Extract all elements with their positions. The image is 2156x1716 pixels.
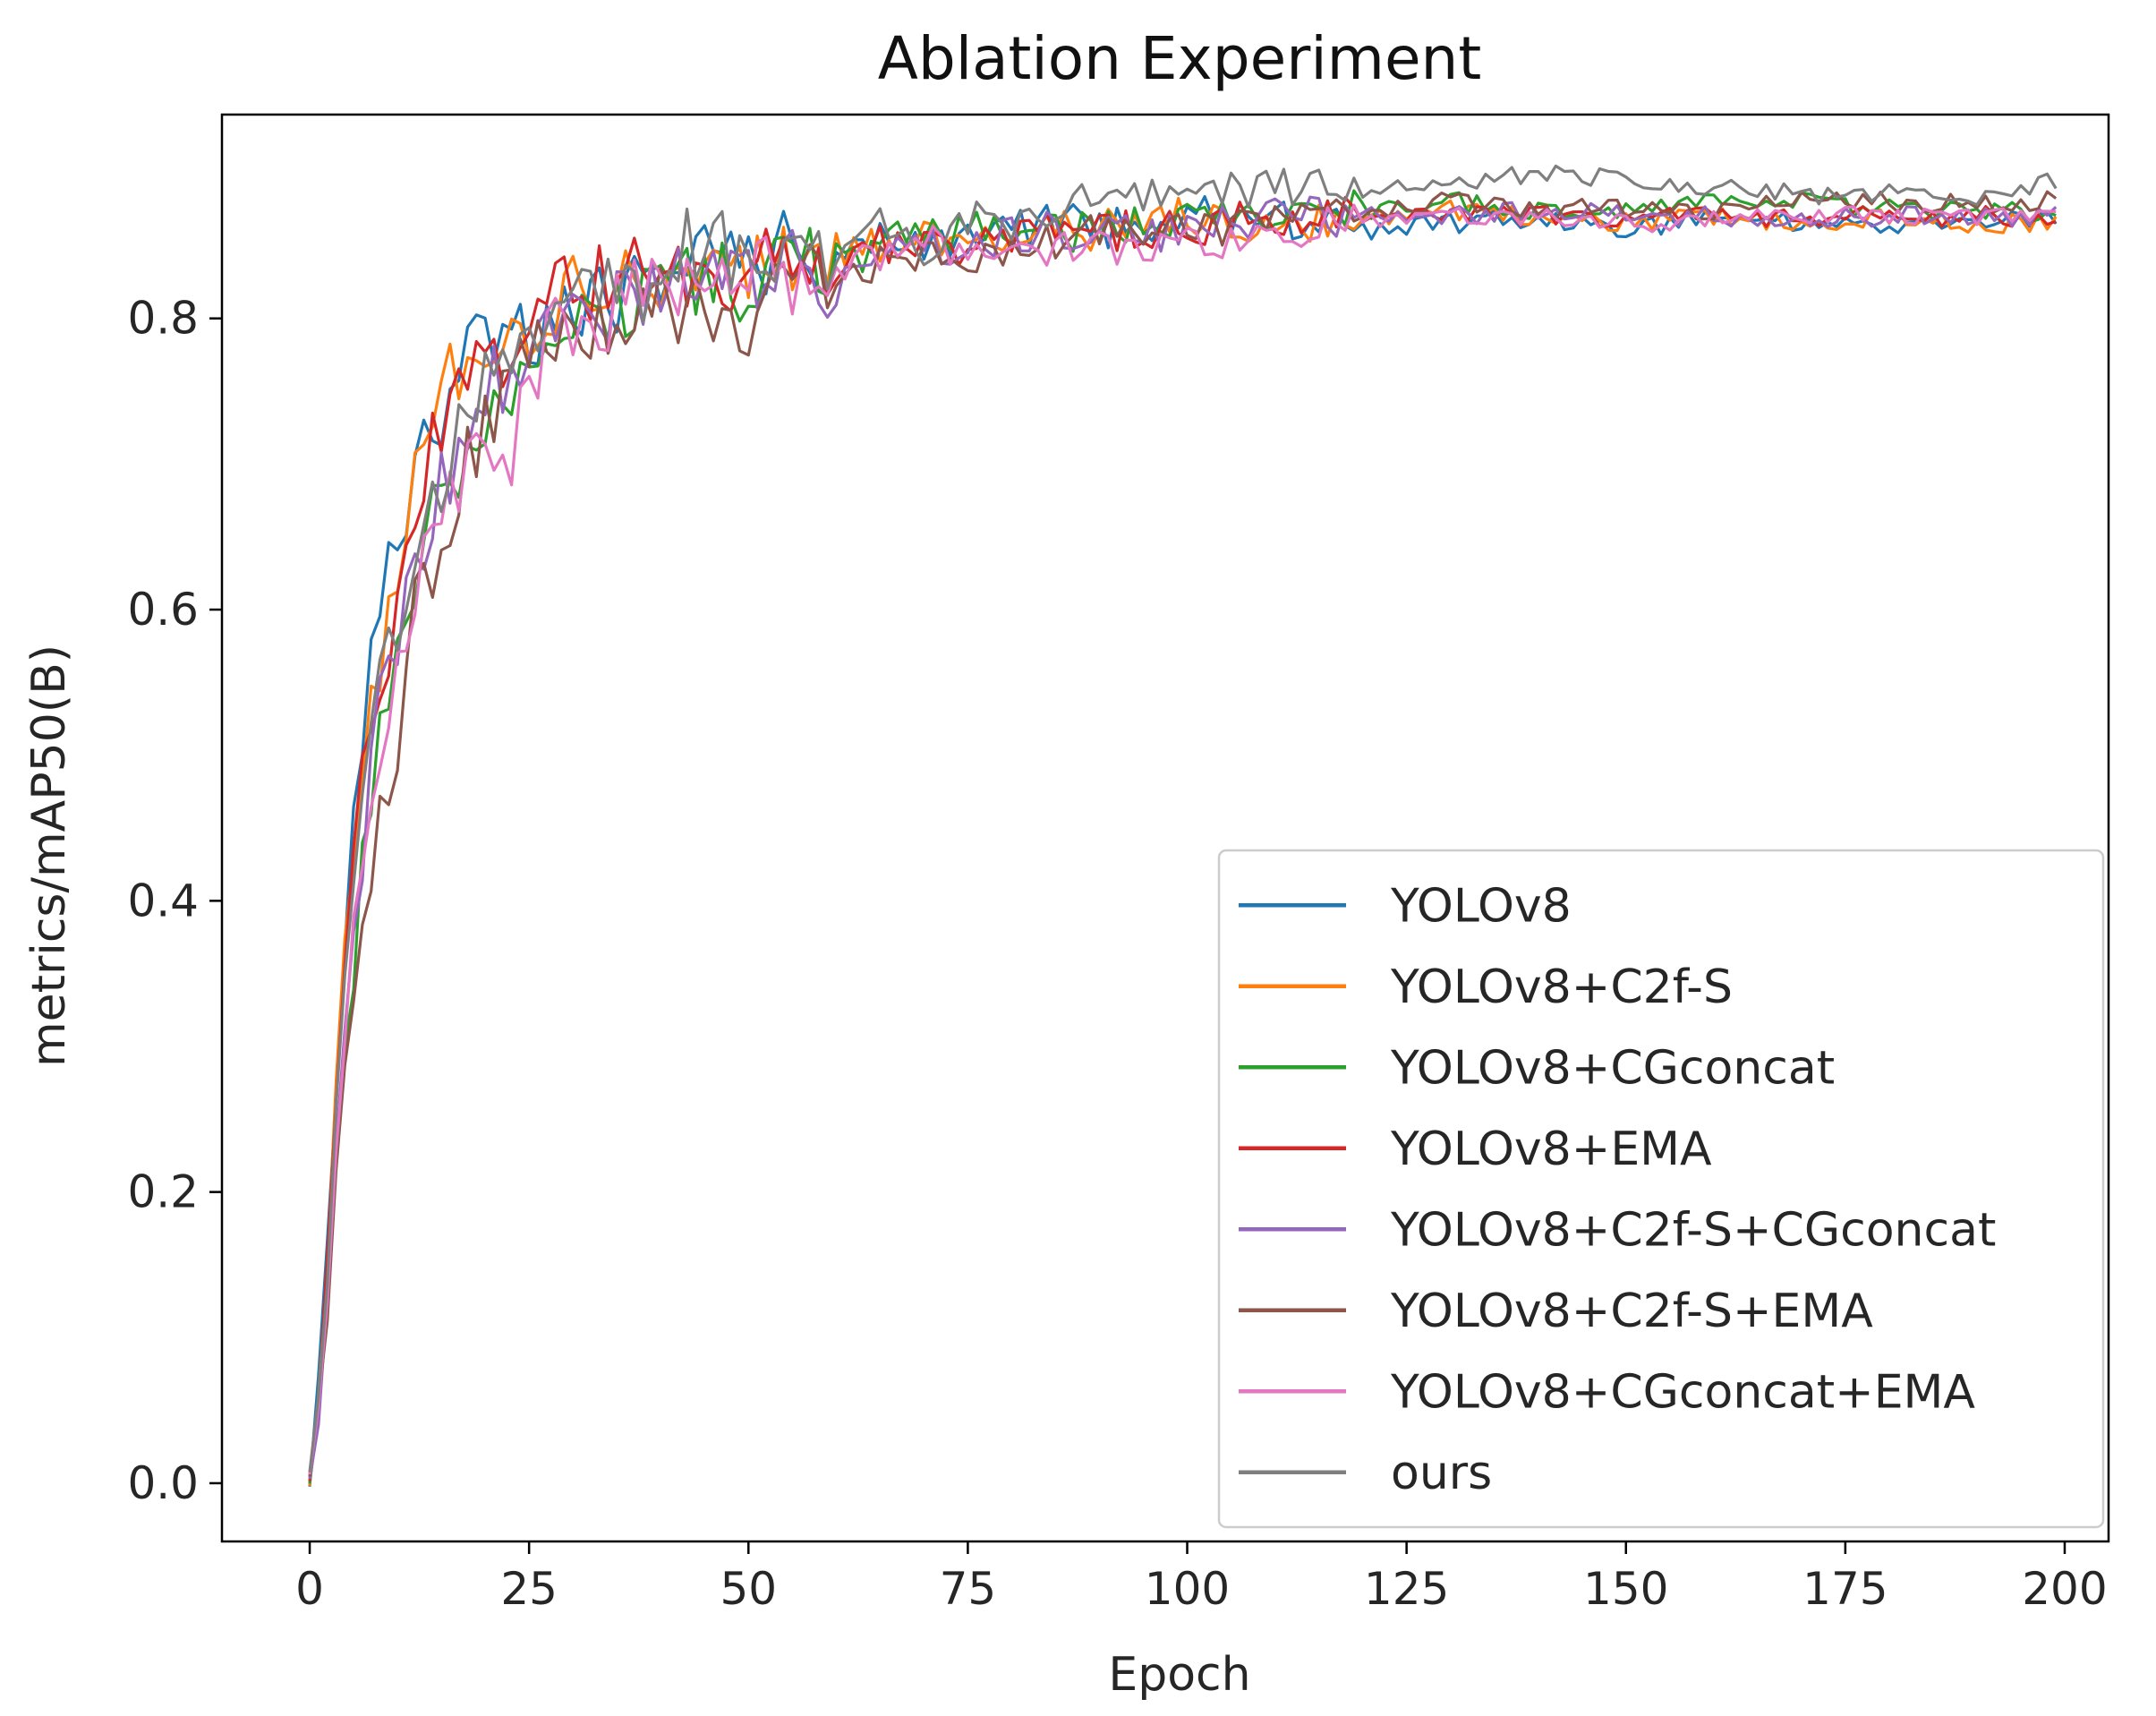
y-axis-title: metrics/mAP50(B)	[22, 645, 76, 1067]
legend-label: YOLOv8	[1390, 879, 1572, 933]
legend-label: YOLOv8+C2f-S+CGconcat	[1390, 1203, 1996, 1257]
y-tick-label: 0.6	[127, 584, 199, 636]
legend-label: ours	[1391, 1447, 1492, 1500]
legend: YOLOv8 YOLOv8+C2f-S YOLOv8+CGconcat YOLOv8+…	[1217, 849, 2105, 1529]
y-tick-label: 0.0	[127, 1457, 199, 1509]
series-line-8	[308, 164, 2058, 1473]
legend-label: YOLOv8+EMA	[1390, 1123, 1712, 1176]
x-tick-label: 25	[500, 1563, 558, 1615]
x-tick-label: 150	[1583, 1563, 1668, 1615]
x-tick-label: 75	[940, 1563, 997, 1615]
series-lines	[308, 164, 2058, 1487]
x-tick-label: 175	[1802, 1563, 1888, 1615]
x-tick-label: 125	[1364, 1563, 1449, 1615]
legend-label: YOLOv8+CGconcat+EMA	[1390, 1365, 1975, 1419]
x-tick-label: 100	[1145, 1563, 1230, 1615]
legend-box	[1217, 849, 2105, 1529]
y-axis: 0.0 0.2 0.4 0.6 0.8	[127, 293, 222, 1509]
x-tick-label: 50	[720, 1563, 777, 1615]
legend-label: YOLOv8+C2f-S	[1390, 960, 1733, 1014]
x-axis: 0 25 50 75 100 125 150 175 200	[295, 1541, 2108, 1615]
plot-frame	[220, 113, 2110, 1543]
chart-title: Ablation Experiment	[878, 24, 1482, 93]
y-tick-label: 0.8	[127, 293, 199, 345]
series-line-7	[308, 203, 2057, 1475]
x-axis-title: Epoch	[1108, 1648, 1250, 1702]
legend-label: YOLOv8+C2f-S+EMA	[1390, 1285, 1873, 1338]
y-tick-label: 0.4	[127, 875, 199, 926]
x-tick-label: 200	[2022, 1563, 2107, 1615]
legend-label: YOLOv8+CGconcat	[1390, 1041, 1835, 1095]
y-tick-label: 0.2	[127, 1166, 199, 1218]
series-line-6	[308, 190, 2058, 1477]
x-tick-label: 0	[295, 1563, 324, 1615]
plot-area	[220, 113, 2110, 1543]
